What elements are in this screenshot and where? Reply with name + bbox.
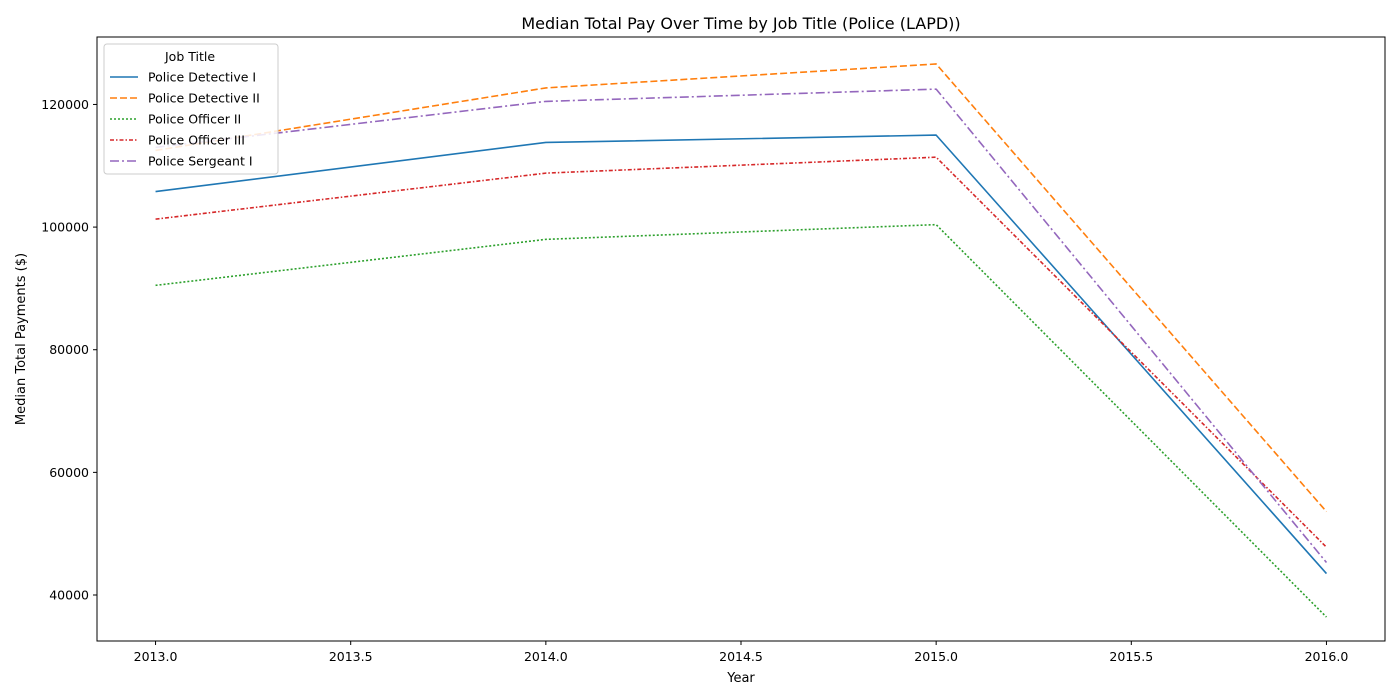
x-tick-label: 2016.0 [1305, 649, 1349, 664]
y-tick-label: 120000 [41, 97, 89, 112]
legend-label: Police Officer II [148, 112, 241, 127]
legend-label: Police Detective II [148, 91, 260, 106]
legend-label: Police Detective I [148, 70, 256, 85]
series-line-police-officer-iii [155, 156, 1328, 548]
series-line-police-officer-ii [155, 223, 1328, 618]
legend-box [103, 43, 279, 175]
y-tick-label: 60000 [49, 465, 89, 480]
y-axis: 40000 60000 80000 100000 120000 [41, 97, 97, 603]
x-tick-label: 2013.0 [134, 649, 178, 664]
x-tick-label: 2014.0 [524, 649, 568, 664]
y-tick-label: 40000 [49, 588, 89, 603]
y-tick-label: 100000 [41, 220, 89, 235]
x-tick-label: 2015.5 [1109, 649, 1153, 664]
x-axis: 2013.0 2013.5 2014.0 2014.5 2015.0 2015.5 2016… [134, 641, 1349, 664]
x-tick-label: 2014.5 [719, 649, 763, 664]
legend-label: Police Officer III [148, 133, 245, 148]
legend-label: Police Sergeant I [148, 154, 253, 169]
chart-title: Median Total Pay Over Time by Job Title … [521, 14, 960, 33]
y-axis-title: Median Total Payments ($) [14, 253, 29, 425]
series-line-police-detective-ii [155, 63, 1328, 513]
x-tick-label: 2015.0 [914, 649, 958, 664]
legend-title: Job Title [164, 49, 215, 64]
legend-entries: Police Detective I Police Detective II Pol… [110, 70, 260, 169]
x-axis-title: Year [726, 671, 755, 686]
series-line-police-sergeant-i [155, 88, 1328, 564]
y-tick-label: 80000 [49, 342, 89, 357]
x-tick-label: 2013.5 [329, 649, 373, 664]
series-line-police-detective-i [155, 134, 1328, 575]
plot-lines [155, 63, 1328, 618]
